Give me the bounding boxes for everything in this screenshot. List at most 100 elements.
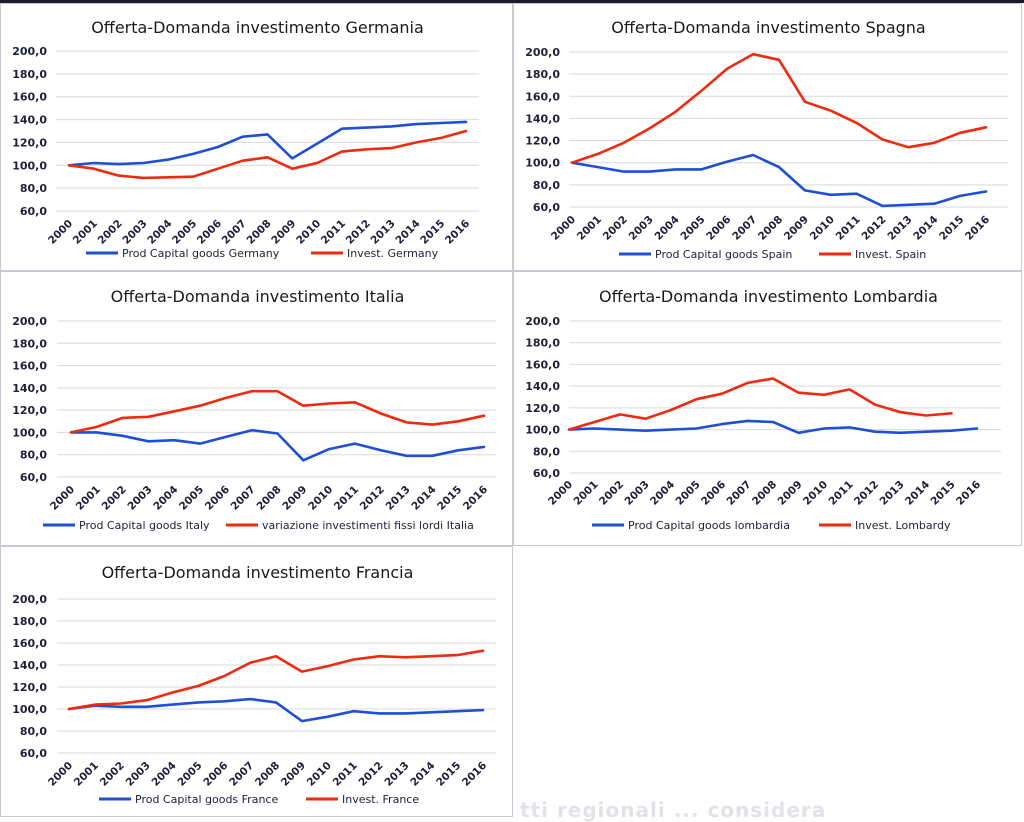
x-tick-label: 2002 (98, 760, 127, 789)
x-tick-label: 2003 (124, 760, 153, 789)
x-tick-label: 2009 (269, 218, 298, 247)
y-tick-label: 60,0 (20, 205, 47, 218)
faded-caption-text: tti regionali ... considera (520, 798, 827, 822)
x-tick-label: 2008 (254, 484, 283, 513)
x-tick-label: 2010 (801, 479, 830, 508)
legend-label-1: Prod Capital goods lombardia (628, 519, 790, 532)
x-tick-label: 2004 (149, 760, 178, 789)
x-tick-label: 2003 (125, 484, 154, 513)
series-line-2 (67, 649, 485, 711)
y-tick-label: 80,0 (20, 725, 47, 738)
x-tick-label: 2012 (356, 760, 385, 789)
x-tick-label: 2005 (177, 484, 206, 513)
x-tick-label: 2002 (601, 214, 630, 243)
x-tick-label: 2006 (203, 484, 232, 513)
series-line-1 (570, 153, 988, 208)
x-tick-label: 2016 (460, 760, 489, 789)
y-tick-label: 160,0 (12, 637, 47, 650)
x-tick-label: 2010 (294, 218, 323, 247)
y-tick-label: 120,0 (525, 402, 560, 415)
y-tick-label: 200,0 (12, 315, 47, 328)
x-tick-label: 2015 (434, 760, 463, 789)
x-tick-label: 2008 (756, 214, 785, 243)
y-tick-label: 60,0 (20, 747, 47, 760)
chart-title: Offerta-Domanda investimento Spagna (611, 18, 925, 37)
y-tick-label: 180,0 (525, 337, 560, 350)
x-tick-label: 2015 (937, 214, 966, 243)
line-chart-germania: Offerta-Domanda investimento Germania 200… (12, 18, 479, 260)
y-tick-label: 200,0 (525, 46, 560, 59)
y-tick-label: 60,0 (533, 201, 560, 214)
y-tick-label: 100,0 (12, 159, 47, 172)
y-tick-label: 80,0 (20, 449, 47, 462)
x-tick-label: 2014 (409, 484, 438, 513)
y-tick-label: 160,0 (12, 91, 47, 104)
series-line-2 (567, 377, 953, 431)
x-tick-label: 2000 (48, 484, 77, 513)
x-tick-label: 2012 (852, 479, 881, 508)
y-tick-label: 160,0 (12, 360, 47, 373)
y-tick-label: 80,0 (20, 182, 47, 195)
y-tick-label: 180,0 (12, 68, 47, 81)
chart-panel-germania: Offerta-Domanda investimento Germania 200… (0, 3, 513, 271)
y-tick-label: 160,0 (525, 358, 560, 371)
line-chart-italia: Offerta-Domanda investimento Italia 200,0… (12, 287, 496, 532)
x-tick-label: 2007 (229, 484, 258, 513)
chart-title: Offerta-Domanda investimento Francia (102, 563, 414, 582)
x-tick-label: 2009 (782, 214, 811, 243)
x-tick-label: 2013 (384, 484, 413, 513)
legend-label-1: Prod Capital goods Germany (122, 247, 280, 260)
x-tick-label: 2009 (280, 484, 309, 513)
x-tick-label: 2015 (418, 218, 447, 247)
legend-label-2: Invest. Spain (855, 248, 926, 261)
x-tick-label: 2007 (724, 479, 753, 508)
y-tick-label: 180,0 (12, 337, 47, 350)
y-tick-label: 80,0 (533, 445, 560, 458)
x-tick-label: 2010 (305, 760, 334, 789)
chart-title: Offerta-Domanda investimento Lombardia (599, 287, 938, 306)
y-tick-label: 140,0 (525, 380, 560, 393)
x-tick-label: 2005 (673, 479, 702, 508)
x-tick-label: 2000 (549, 214, 578, 243)
x-tick-label: 2011 (826, 479, 855, 508)
y-tick-label: 100,0 (525, 424, 560, 437)
x-tick-label: 2001 (571, 479, 600, 508)
x-tick-label: 2016 (443, 218, 472, 247)
x-tick-label: 2011 (834, 214, 863, 243)
chart-panel-italia: Offerta-Domanda investimento Italia 200,0… (0, 271, 513, 546)
x-tick-label: 2008 (253, 760, 282, 789)
x-tick-label: 2013 (885, 214, 914, 243)
series-line-2 (69, 389, 486, 434)
y-tick-label: 100,0 (12, 426, 47, 439)
x-tick-label: 2012 (358, 484, 387, 513)
legend-label-2: variazione investimenti fissi lordi Ital… (262, 519, 474, 532)
x-tick-label: 2013 (877, 479, 906, 508)
line-chart-lombardia: Offerta-Domanda investimento Lombardia 20… (525, 287, 1001, 532)
series-line-2 (67, 129, 468, 180)
y-tick-label: 140,0 (525, 112, 560, 125)
y-tick-label: 160,0 (525, 90, 560, 103)
y-tick-label: 140,0 (12, 114, 47, 127)
series-line-1 (67, 120, 468, 167)
x-tick-label: 2006 (699, 479, 728, 508)
x-tick-label: 2006 (201, 760, 230, 789)
x-tick-label: 2001 (74, 484, 103, 513)
x-tick-label: 2002 (96, 218, 125, 247)
x-tick-label: 2011 (331, 760, 360, 789)
y-tick-label: 180,0 (12, 615, 47, 628)
series-line-2 (570, 52, 988, 164)
x-tick-label: 2015 (928, 479, 957, 508)
x-tick-label: 2013 (382, 760, 411, 789)
y-tick-label: 120,0 (525, 135, 560, 148)
x-tick-label: 2005 (678, 214, 707, 243)
x-tick-label: 2000 (546, 479, 575, 508)
x-tick-label: 2001 (71, 218, 100, 247)
legend-label-1: Prod Capital goods Spain (655, 248, 792, 261)
x-tick-label: 2004 (151, 484, 180, 513)
series-line-1 (67, 697, 485, 723)
chart-panel-spagna: Offerta-Domanda investimento Spagna 200,0… (513, 3, 1022, 271)
x-tick-label: 2004 (145, 218, 174, 247)
x-tick-label: 2003 (120, 218, 149, 247)
x-tick-label: 2007 (220, 218, 249, 247)
y-tick-label: 100,0 (12, 703, 47, 716)
